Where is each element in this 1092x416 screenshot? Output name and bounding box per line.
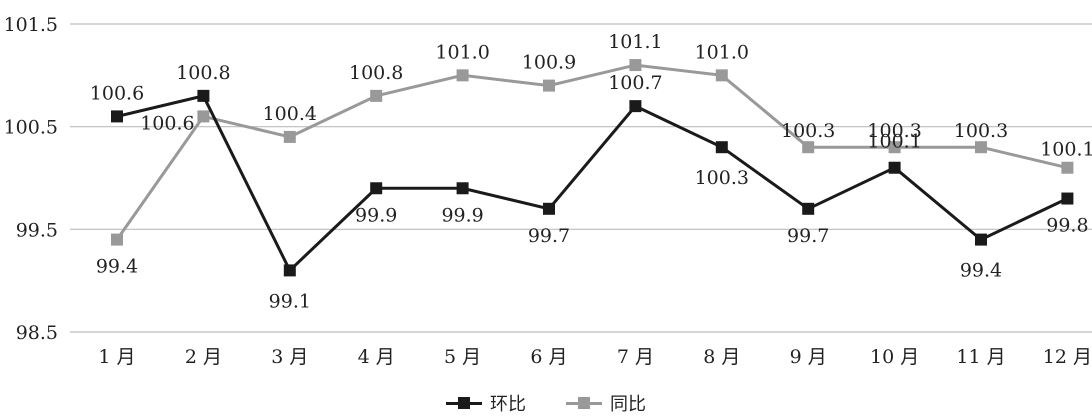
data-point-series-0 (456, 182, 469, 195)
data-label-series-1: 99.4 (96, 256, 138, 278)
series-line-1 (115, 63, 1068, 241)
data-label-series-0: 99.7 (787, 225, 829, 247)
x-tick-label: 7 月 (617, 346, 654, 368)
legend-swatch-series-1 (566, 396, 602, 410)
x-tick-label: 4 月 (358, 346, 395, 368)
y-tick-label: 100.5 (4, 117, 58, 139)
x-tick-label: 2 月 (185, 346, 222, 368)
data-point-series-0 (1061, 192, 1074, 205)
data-label-series-1: 101.0 (435, 41, 489, 63)
data-label-series-0: 99.8 (1046, 215, 1088, 237)
x-tick-label: 5 月 (444, 346, 481, 368)
series-layer (111, 59, 1074, 277)
data-label-series-1: 100.6 (140, 112, 194, 134)
data-point-series-1 (456, 69, 469, 82)
y-tick-label: 101.5 (4, 14, 58, 36)
data-label-series-0: 99.1 (269, 290, 311, 312)
data-label-series-1: 100.8 (349, 62, 403, 84)
series-line-0 (116, 94, 1069, 273)
data-label-series-1: 100.3 (954, 120, 1008, 142)
data-point-series-1 (888, 141, 901, 154)
data-point-series-1 (543, 79, 555, 92)
data-label-series-0: 99.7 (528, 225, 570, 247)
square-marker-icon (458, 397, 470, 409)
data-point-series-1 (111, 233, 123, 246)
data-label-series-1: 100.4 (263, 103, 317, 125)
legend-item-series-1: 同比 (566, 390, 646, 416)
data-label-series-1: 101.1 (608, 31, 662, 53)
legend-label-series-0: 环比 (490, 394, 526, 415)
data-point-series-1 (370, 89, 383, 102)
x-tick-label: 9 月 (790, 346, 827, 368)
data-label-series-0: 99.9 (355, 204, 397, 226)
legend-label-series-1: 同比 (610, 394, 646, 415)
data-point-series-0 (111, 110, 123, 123)
y-tick-label: 99.5 (16, 219, 58, 241)
data-point-series-0 (543, 202, 555, 215)
data-label-series-1: 101.0 (695, 41, 749, 63)
data-label-series-1: 100.1 (1040, 139, 1092, 161)
x-axis-ticks: 1 月 2 月 3 月 4 月 5 月 6 月 7 月 8 月 9 月 10 月 11 月 12 月 (98, 346, 1092, 368)
square-marker-icon (578, 397, 590, 409)
data-point-series-0 (715, 141, 728, 154)
data-point-series-0 (888, 161, 901, 174)
x-tick-label: 11 月 (956, 346, 1005, 368)
data-label-series-1: 100.3 (867, 120, 921, 142)
data-label-series-0: 100.6 (90, 82, 144, 104)
data-point-series-1 (283, 130, 296, 143)
data-point-series-1 (802, 141, 815, 154)
data-label-series-0: 100.1 (867, 131, 921, 153)
x-tick-label: 6 月 (530, 346, 567, 368)
data-point-series-0 (370, 182, 383, 195)
data-label-series-1: 100.3 (781, 120, 835, 142)
x-tick-label: 8 月 (703, 346, 740, 368)
y-axis-ticks: 98.5 99.5 100.5 101.5 (4, 14, 58, 344)
data-label-series-1: 100.9 (522, 52, 576, 74)
data-point-series-0 (975, 233, 987, 246)
data-label-series-0: 100.7 (608, 72, 662, 94)
x-tick-label: 1 月 (98, 346, 135, 368)
data-point-series-0 (283, 264, 296, 277)
data-point-series-0 (197, 89, 210, 102)
x-tick-label: 10 月 (870, 346, 919, 368)
legend-swatch-series-0 (446, 396, 482, 410)
data-point-series-1 (975, 141, 987, 154)
data-point-series-1 (629, 59, 642, 72)
x-tick-label: 3 月 (271, 346, 308, 368)
data-point-series-0 (802, 202, 815, 215)
legend-item-series-0: 环比 (446, 390, 526, 416)
data-label-series-0: 99.4 (960, 260, 1002, 282)
chart-svg: 98.5 99.5 100.5 101.5 1 月 2 月 3 月 4 月 5 月 6 月 7 月… (4, 14, 1092, 368)
data-label-series-0: 100.3 (695, 167, 749, 189)
data-point-series-0 (629, 100, 642, 113)
data-point-series-1 (1061, 161, 1074, 174)
x-tick-label: 12 月 (1043, 346, 1092, 368)
legend: 环比 同比 (0, 390, 1092, 416)
data-label-series-0: 100.8 (176, 62, 230, 84)
data-point-series-1 (715, 69, 728, 82)
data-label-layer: 100.6 100.8 99.1 99.9 99.9 99.7 100.7 100.3 99.7… (90, 31, 1092, 312)
data-point-series-1 (197, 110, 210, 123)
y-tick-label: 98.5 (16, 322, 58, 344)
data-label-series-0: 99.9 (441, 204, 483, 226)
